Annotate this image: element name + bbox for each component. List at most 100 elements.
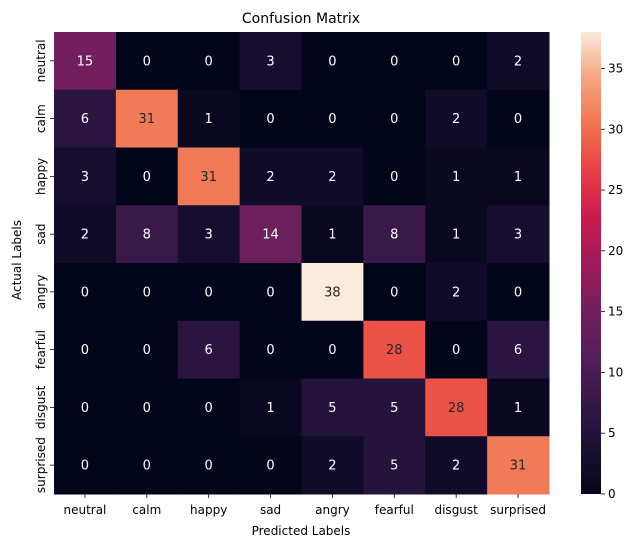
cell-value-label: 15	[77, 54, 94, 69]
cell-value-label: 0	[266, 459, 274, 474]
colorbar-tick-label: 15	[608, 305, 623, 319]
heatmap-cell	[54, 436, 117, 495]
heatmap-cell	[115, 263, 179, 322]
cell-value-label: 0	[514, 112, 522, 127]
colorbar	[581, 32, 601, 494]
heatmap-cell	[239, 263, 302, 322]
heatmap-cell	[301, 32, 364, 91]
x-tick-label: happy	[190, 503, 227, 517]
heatmap-cell	[239, 378, 302, 437]
cell-value-label: 0	[452, 343, 460, 358]
y-axis-label: Actual Labels	[10, 220, 24, 300]
cell-value-label: 0	[205, 285, 213, 300]
heatmap-cell	[487, 89, 550, 148]
cell-value-label: 0	[143, 401, 151, 416]
cell-value-label: 5	[390, 401, 398, 416]
y-tick-label: surprised	[34, 437, 48, 493]
heatmap-cell	[363, 320, 426, 379]
heatmap-cell	[239, 320, 302, 379]
cell-value-label: 6	[514, 343, 522, 358]
cell-value-label: 0	[143, 343, 151, 358]
heatmap-cell	[177, 89, 241, 148]
heatmap-cell	[177, 32, 241, 91]
heatmap-cell	[239, 147, 302, 206]
heatmap-cell	[115, 32, 179, 91]
heatmap-cell	[177, 436, 241, 495]
cell-value-label: 0	[390, 170, 398, 185]
y-tick-label: happy	[34, 158, 48, 195]
heatmap-cell	[301, 89, 364, 148]
colorbar-tick-label: 20	[608, 244, 623, 258]
cell-value-label: 1	[452, 170, 460, 185]
cell-value-label: 6	[81, 112, 89, 127]
cell-value-label: 0	[205, 401, 213, 416]
colorbar-tick-label: 10	[608, 365, 623, 379]
heatmap-cell	[115, 147, 179, 206]
x-tick-label: neutral	[63, 503, 106, 517]
heatmap-cell	[54, 32, 117, 91]
cell-value-label: 0	[328, 54, 336, 69]
heatmap-cell	[425, 263, 488, 322]
y-tick-label: disgust	[34, 385, 48, 429]
heatmap-cell	[363, 436, 426, 495]
cell-value-label: 1	[452, 228, 460, 243]
cell-value-label: 0	[390, 112, 398, 127]
cell-value-label: 5	[328, 401, 336, 416]
cell-value-label: 0	[452, 54, 460, 69]
cell-value-label: 0	[390, 54, 398, 69]
heatmap-cell	[301, 205, 364, 264]
cell-value-label: 1	[205, 112, 213, 127]
heatmap-cell	[425, 320, 488, 379]
x-tick-label: surprised	[490, 503, 546, 517]
heatmap-cell	[487, 32, 550, 91]
cell-value-label: 0	[328, 343, 336, 358]
colorbar-tick-label: 0	[608, 487, 616, 501]
heatmap-cell	[487, 378, 550, 437]
heatmap-cell	[487, 205, 550, 264]
x-tick-label: disgust	[434, 503, 478, 517]
heatmap-cell	[115, 205, 179, 264]
cell-value-label: 14	[262, 228, 279, 243]
heatmap-cell	[239, 436, 302, 495]
cell-value-label: 2	[328, 459, 336, 474]
heatmap-cell	[54, 89, 117, 148]
y-tick-label: fearful	[34, 330, 48, 369]
heatmap-cell	[363, 32, 426, 91]
heatmap-cell	[425, 205, 488, 264]
cell-value-label: 0	[390, 285, 398, 300]
cell-value-label: 0	[81, 401, 89, 416]
heatmap-cell	[239, 32, 302, 91]
heatmap-cell	[363, 89, 426, 148]
colorbar-tick-label: 30	[608, 122, 623, 136]
heatmap-cell	[54, 320, 117, 379]
y-tick-label: angry	[34, 275, 48, 310]
heatmap-cell	[115, 436, 179, 495]
heatmap-cell	[54, 378, 117, 437]
cell-value-label: 8	[390, 228, 398, 243]
x-axis-label: Predicted Labels	[252, 524, 351, 538]
y-tick-label: neutral	[34, 39, 48, 82]
cell-value-label: 1	[328, 228, 336, 243]
cell-value-label: 8	[143, 228, 151, 243]
heatmap-cell	[177, 205, 241, 264]
y-tick-label: calm	[34, 104, 48, 133]
heatmap-cell	[425, 147, 488, 206]
cell-value-label: 0	[266, 112, 274, 127]
cell-value-label: 0	[205, 459, 213, 474]
heatmap-cell	[177, 147, 241, 206]
x-axis-ticks: neutral calm happy sad angry fearful disgust su…	[63, 494, 546, 517]
cell-value-label: 0	[143, 54, 151, 69]
cell-value-label: 5	[390, 459, 398, 474]
heatmap-cell	[177, 263, 241, 322]
heatmap-cell	[363, 205, 426, 264]
colorbar-tick-label: 25	[608, 183, 623, 197]
cell-value-label: 2	[81, 228, 89, 243]
heatmap-cell	[177, 320, 241, 379]
cell-value-label: 0	[81, 285, 89, 300]
cell-value-label: 31	[139, 112, 156, 127]
cell-value-label: 0	[143, 459, 151, 474]
cell-value-label: 0	[328, 112, 336, 127]
heatmap-cell	[239, 89, 302, 148]
heatmap-cell	[301, 378, 364, 437]
